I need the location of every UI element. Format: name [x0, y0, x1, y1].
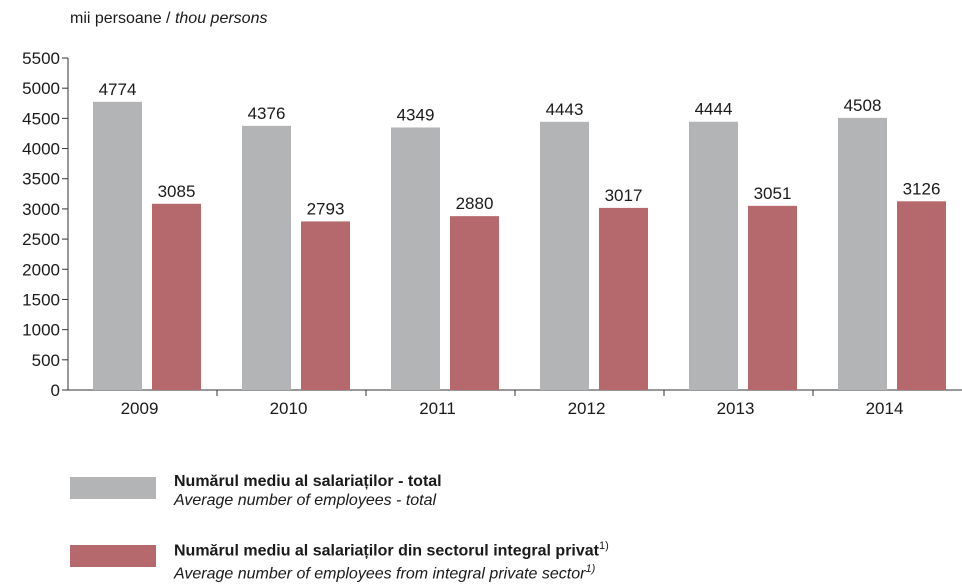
- data-label: 4508: [844, 96, 882, 115]
- unit-label: mii persoane / thou persons: [70, 10, 267, 28]
- legend-swatch-total: [70, 477, 156, 499]
- legend-swatch-private: [70, 545, 156, 567]
- bar-total: [838, 117, 887, 390]
- unit-label-ro: mii persoane /: [70, 10, 171, 27]
- data-label: 2793: [307, 199, 345, 218]
- data-label: 2880: [456, 194, 494, 213]
- y-tick-label: 2500: [22, 230, 60, 249]
- y-tick-label: 5000: [22, 79, 60, 98]
- bar-private: [450, 216, 499, 390]
- data-label: 4774: [99, 80, 137, 99]
- y-tick-label: 5500: [22, 49, 60, 68]
- legend-footnote-private-ro: 1): [599, 540, 609, 552]
- legend-label-total-en: Average number of employees - total: [174, 492, 437, 509]
- data-label: 3051: [754, 184, 792, 203]
- bar-private: [152, 203, 201, 390]
- data-label: 4349: [397, 105, 435, 124]
- data-label: 4444: [695, 100, 733, 119]
- data-label: 3017: [605, 186, 643, 205]
- data-label: 3126: [903, 179, 941, 198]
- x-tick-label: 2014: [866, 399, 904, 418]
- bar-total: [391, 127, 440, 390]
- data-label: 3085: [158, 182, 196, 201]
- bar-private: [599, 207, 648, 390]
- x-tick-label: 2009: [121, 399, 159, 418]
- y-tick-label: 1500: [22, 290, 60, 309]
- data-label: 4443: [546, 100, 584, 119]
- legend-footnote-private-en: 1): [585, 563, 596, 576]
- y-tick-label: 4500: [22, 109, 60, 128]
- x-tick-label: 2010: [270, 399, 308, 418]
- y-tick-label: 500: [32, 351, 60, 370]
- y-tick-label: 3500: [22, 170, 60, 189]
- unit-label-en: thou persons: [174, 10, 268, 27]
- y-tick-label: 4000: [22, 140, 60, 159]
- x-tick-label: 2012: [568, 399, 606, 418]
- bar-total: [540, 121, 589, 390]
- bar-private: [897, 201, 946, 390]
- data-label: 4376: [248, 104, 286, 123]
- bar-total: [242, 125, 291, 390]
- x-tick-label: 2011: [419, 399, 456, 418]
- bar-private: [301, 221, 350, 390]
- legend-label-private-en: Average number of employees from integra…: [174, 565, 586, 583]
- x-tick-label: 2013: [717, 399, 755, 418]
- y-tick-label: 1000: [22, 321, 60, 340]
- bar-total: [689, 121, 738, 390]
- bar-total: [93, 101, 142, 390]
- bar-private: [748, 205, 797, 390]
- legend-label-private-ro: Numărul mediu al salariaților din sector…: [174, 542, 599, 560]
- legend-label-total-ro: Numărul mediu al salariaților - total: [174, 473, 442, 490]
- y-tick-label: 2000: [22, 260, 60, 279]
- y-tick-label: 0: [51, 381, 60, 400]
- y-tick-label: 3000: [22, 200, 60, 219]
